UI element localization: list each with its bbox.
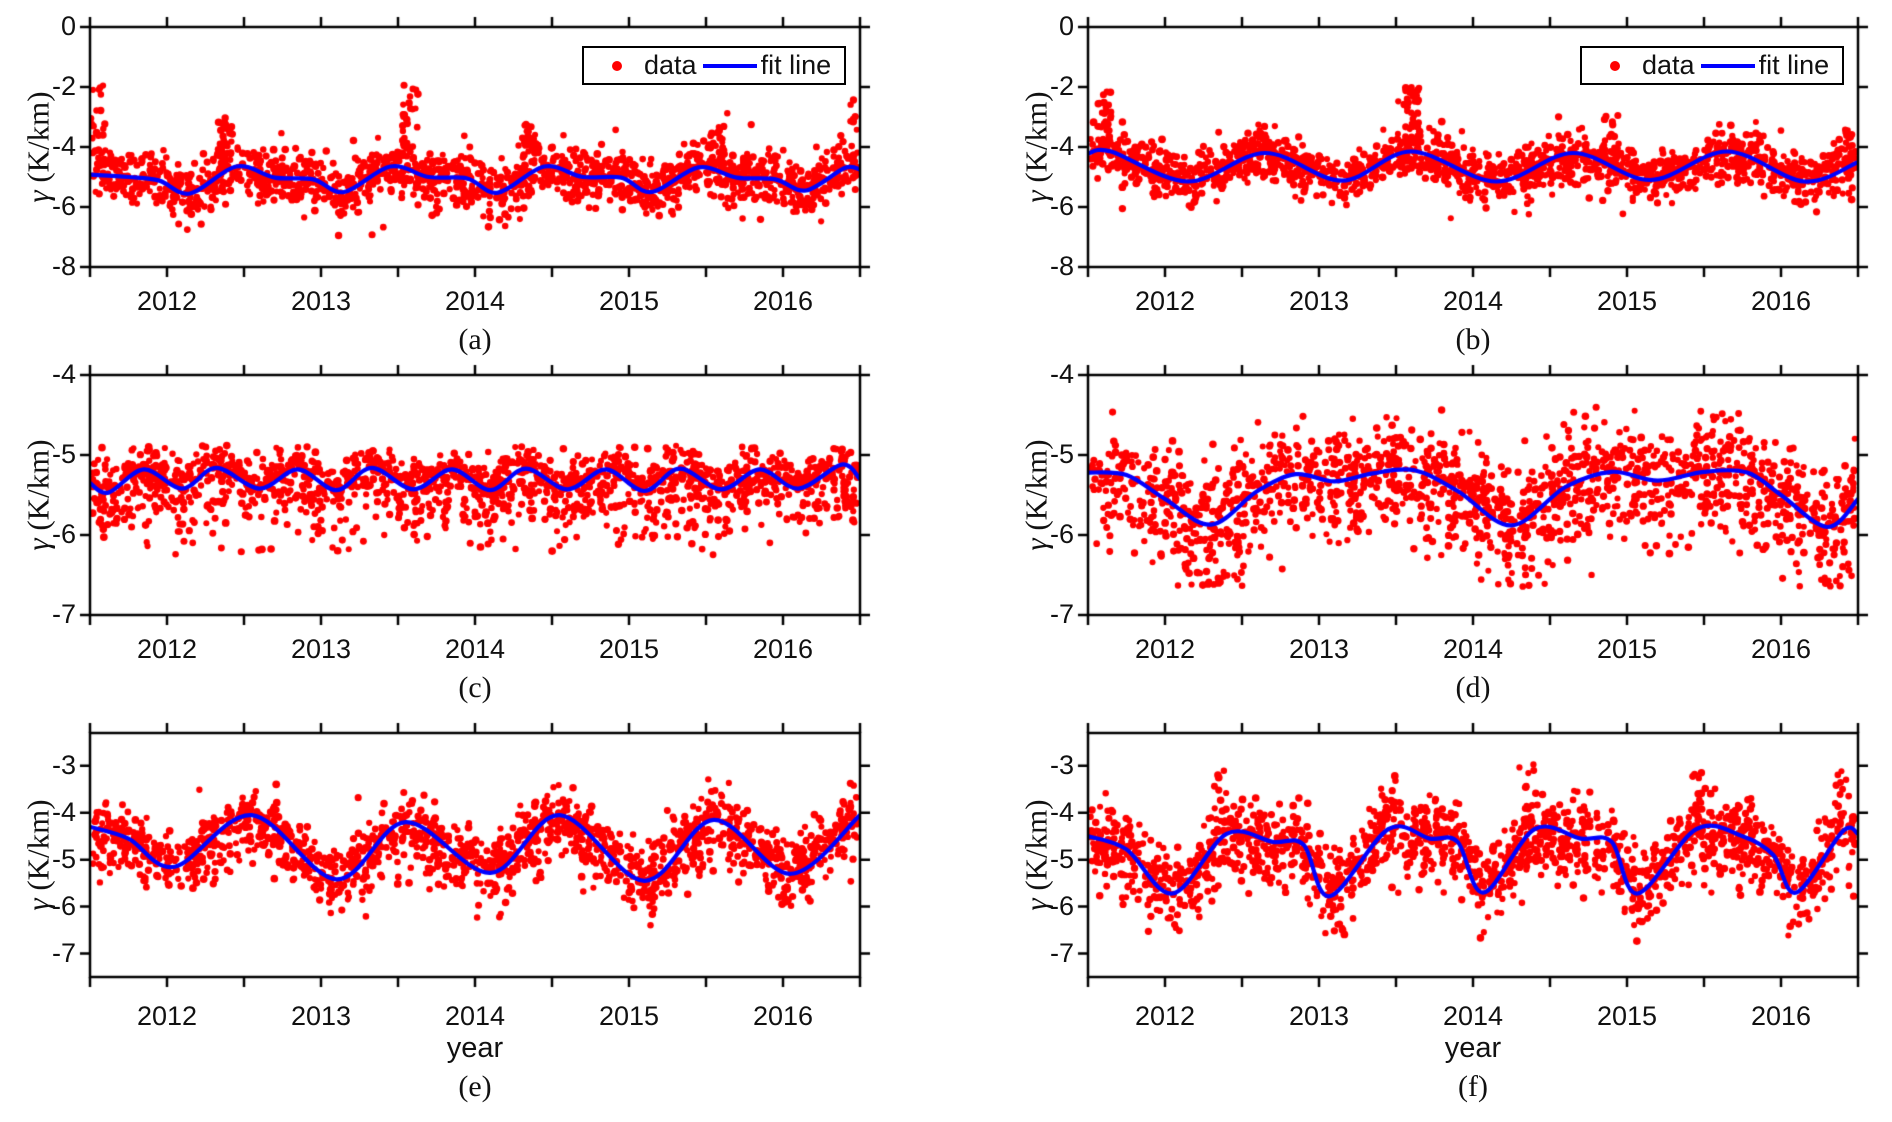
legend-fit-line-icon [702,63,757,68]
y-tick-label: -7 [51,937,76,968]
x-tick-label: 2012 [136,1001,198,1031]
x-tick-label: 2016 [1750,1001,1812,1031]
x-tick-label: 2015 [1596,634,1658,664]
x-tick-label: 2015 [598,286,660,316]
y-tick-label: -3 [1049,749,1074,780]
y-tick-label: -4 [1049,130,1074,161]
y-tick-label: -7 [1049,598,1074,629]
legend-fit-label: fit line [760,50,832,80]
legend-data-label: data [644,50,697,80]
y-tick-label: -5 [1049,843,1074,874]
x-tick-label: 2012 [1134,634,1196,664]
y-tick-label: -6 [1049,518,1074,549]
x-tick-label: 2016 [752,1001,814,1031]
x-axis-label: year [1444,1032,1502,1064]
x-tick-label: 2012 [136,634,198,664]
y-tick-label: -7 [51,598,76,629]
y-tick-label: -4 [1049,358,1074,389]
y-tick-label: -6 [51,518,76,549]
y-tick-label: -2 [1049,70,1074,101]
x-tick-label: 2012 [1134,286,1196,316]
y-axis-label: γ (K/km) [20,439,56,551]
x-tick-label: 2016 [752,634,814,664]
panel-label-f: (f) [1458,1070,1488,1103]
x-axis-label: year [446,1032,504,1064]
panel-label-a: (a) [458,323,492,356]
y-axis-label: γ (K/km) [1018,799,1054,911]
x-tick-label: 2013 [290,1001,352,1031]
y-tick-label: -8 [51,250,76,281]
y-tick-label: -7 [1049,937,1074,968]
panel-label-e: (e) [458,1070,492,1103]
gamma-symbol: γ [20,898,56,911]
x-tick-label: 2013 [290,634,352,664]
y-tick-label: -4 [51,130,76,161]
x-tick-label: 2012 [1134,1001,1196,1031]
gamma-symbol: γ [1018,538,1054,551]
y-tick-label: 0 [60,10,76,41]
y-axis-label: γ (K/km) [1018,91,1054,203]
gamma-symbol: γ [1018,898,1054,911]
legend-data-marker-icon [1610,60,1620,71]
y-tick-label: -5 [51,843,76,874]
y-tick-label: -6 [1049,890,1074,921]
legend: data fit line [582,46,846,85]
x-tick-label: 2015 [1596,1001,1658,1031]
x-tick-label: 2013 [1288,286,1350,316]
x-tick-label: 2016 [1750,634,1812,664]
y-tick-label: -5 [1049,438,1074,469]
x-tick-label: 2013 [290,286,352,316]
x-tick-label: 2012 [136,286,198,316]
y-tick-label: 0 [1058,10,1074,41]
y-tick-label: -3 [51,749,76,780]
y-tick-label: -5 [51,438,76,469]
panel-label-b: (b) [1455,323,1491,356]
x-tick-label: 2014 [1442,634,1504,664]
x-tick-label: 2014 [1442,286,1504,316]
x-tick-label: 2015 [1596,286,1658,316]
x-tick-label: 2014 [444,286,506,316]
y-tick-label: -4 [51,796,76,827]
y-tick-label: -6 [51,190,76,221]
y-tick-label: -2 [51,70,76,101]
x-tick-label: 2015 [598,1001,660,1031]
legend-data-label: data [1642,50,1695,80]
y-tick-label: -8 [1049,250,1074,281]
panel-label-d: (d) [1455,671,1491,704]
legend-fit-label: fit line [1758,50,1830,80]
y-axis-label: γ (K/km) [1018,439,1054,551]
x-tick-label: 2013 [1288,1001,1350,1031]
gamma-symbol: γ [20,538,56,551]
y-axis-label: γ (K/km) [20,91,56,203]
legend-data-marker-icon [612,60,622,71]
x-tick-label: 2014 [1442,1001,1504,1031]
y-axis-label: γ (K/km) [20,799,56,911]
x-tick-label: 2016 [1750,286,1812,316]
x-tick-label: 2013 [1288,634,1350,664]
legend: data fit line [1580,46,1844,85]
y-tick-label: -4 [1049,796,1074,827]
x-tick-label: 2016 [752,286,814,316]
panel-label-c: (c) [458,671,492,704]
y-tick-label: -4 [51,358,76,389]
x-tick-label: 2014 [444,634,506,664]
x-tick-label: 2014 [444,1001,506,1031]
gamma-symbol: γ [1018,190,1054,203]
x-tick-label: 2015 [598,634,660,664]
legend-fit-line-icon [1700,63,1755,68]
gamma-symbol: γ [20,190,56,203]
y-tick-label: -6 [1049,190,1074,221]
y-tick-label: -6 [51,890,76,921]
